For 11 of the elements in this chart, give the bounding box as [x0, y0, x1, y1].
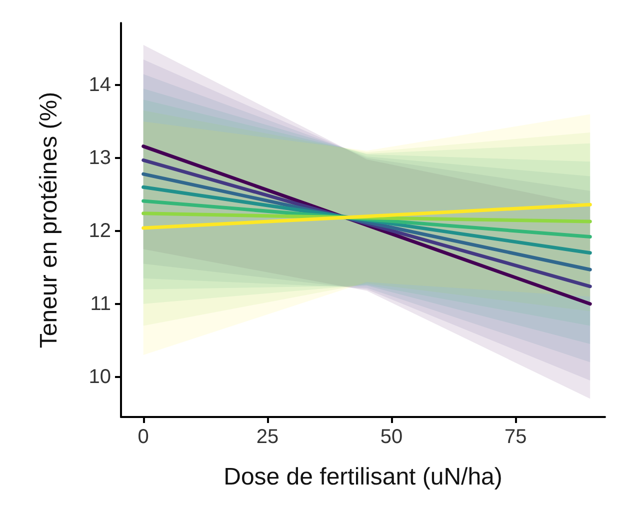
- x-tick-label: 25: [256, 426, 279, 448]
- y-tick-label: 14: [88, 74, 111, 96]
- y-axis-title: Teneur en protéines (%): [36, 92, 62, 348]
- x-tick-label: 75: [504, 426, 527, 448]
- y-tick-label: 13: [88, 146, 111, 169]
- x-axis-title: Dose de fertilisant (uN/ha): [224, 464, 502, 490]
- y-tick-label: 12: [88, 220, 111, 242]
- x-tick-label: 0: [138, 426, 149, 448]
- y-tick-label: 10: [88, 366, 111, 388]
- x-tick-label: 50: [380, 426, 403, 448]
- y-tick-label: 11: [90, 292, 111, 315]
